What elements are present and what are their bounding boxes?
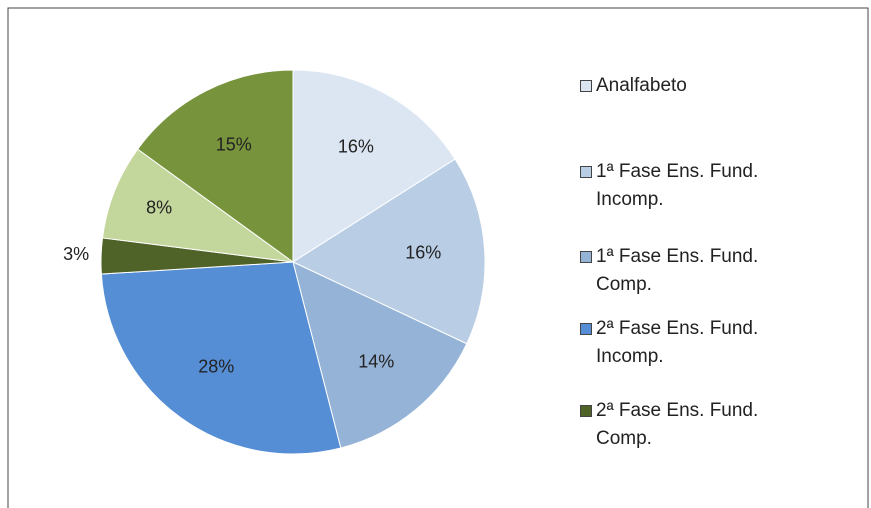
legend-swatch [580, 251, 592, 263]
pie-slice [292, 261, 468, 449]
legend-entry: 1ª Fase Ens. Fund. Incomp. [580, 158, 795, 214]
legend-swatch [580, 80, 592, 92]
pie-slice [136, 69, 294, 263]
data-label: 14% [358, 351, 394, 371]
pie-slice [291, 158, 486, 345]
data-label: 8% [146, 198, 172, 218]
legend-entry: Analfabeto [580, 72, 795, 100]
chart-border [7, 7, 869, 508]
data-label: 16% [338, 136, 374, 156]
legend-entry: 2ª Fase Ens. Fund. Comp. [580, 397, 795, 453]
legend-label: 2ª Fase Ens. Fund. Comp. [596, 400, 759, 449]
legend-swatch [580, 405, 592, 417]
legend-swatch [580, 166, 592, 178]
legend-label: 2ª Fase Ens. Fund. Incomp. [596, 318, 759, 367]
legend-entry: 2ª Fase Ens. Fund. Incomp. [580, 315, 795, 371]
pie-slice [101, 148, 294, 263]
legend-label: 1ª Fase Ens. Fund. Comp. [596, 246, 759, 295]
legend-label: 1ª Fase Ens. Fund. Incomp. [596, 161, 759, 210]
pie-slice [100, 261, 342, 455]
legend-label: Analfabeto [596, 75, 687, 96]
pie-slice [292, 69, 456, 263]
legend-swatch [580, 323, 592, 335]
data-label: 28% [198, 356, 234, 376]
legend-entry: 1ª Fase Ens. Fund. Comp. [580, 243, 795, 299]
data-label: 15% [216, 134, 252, 154]
data-label: 16% [405, 243, 441, 263]
data-label: 3% [63, 244, 89, 264]
